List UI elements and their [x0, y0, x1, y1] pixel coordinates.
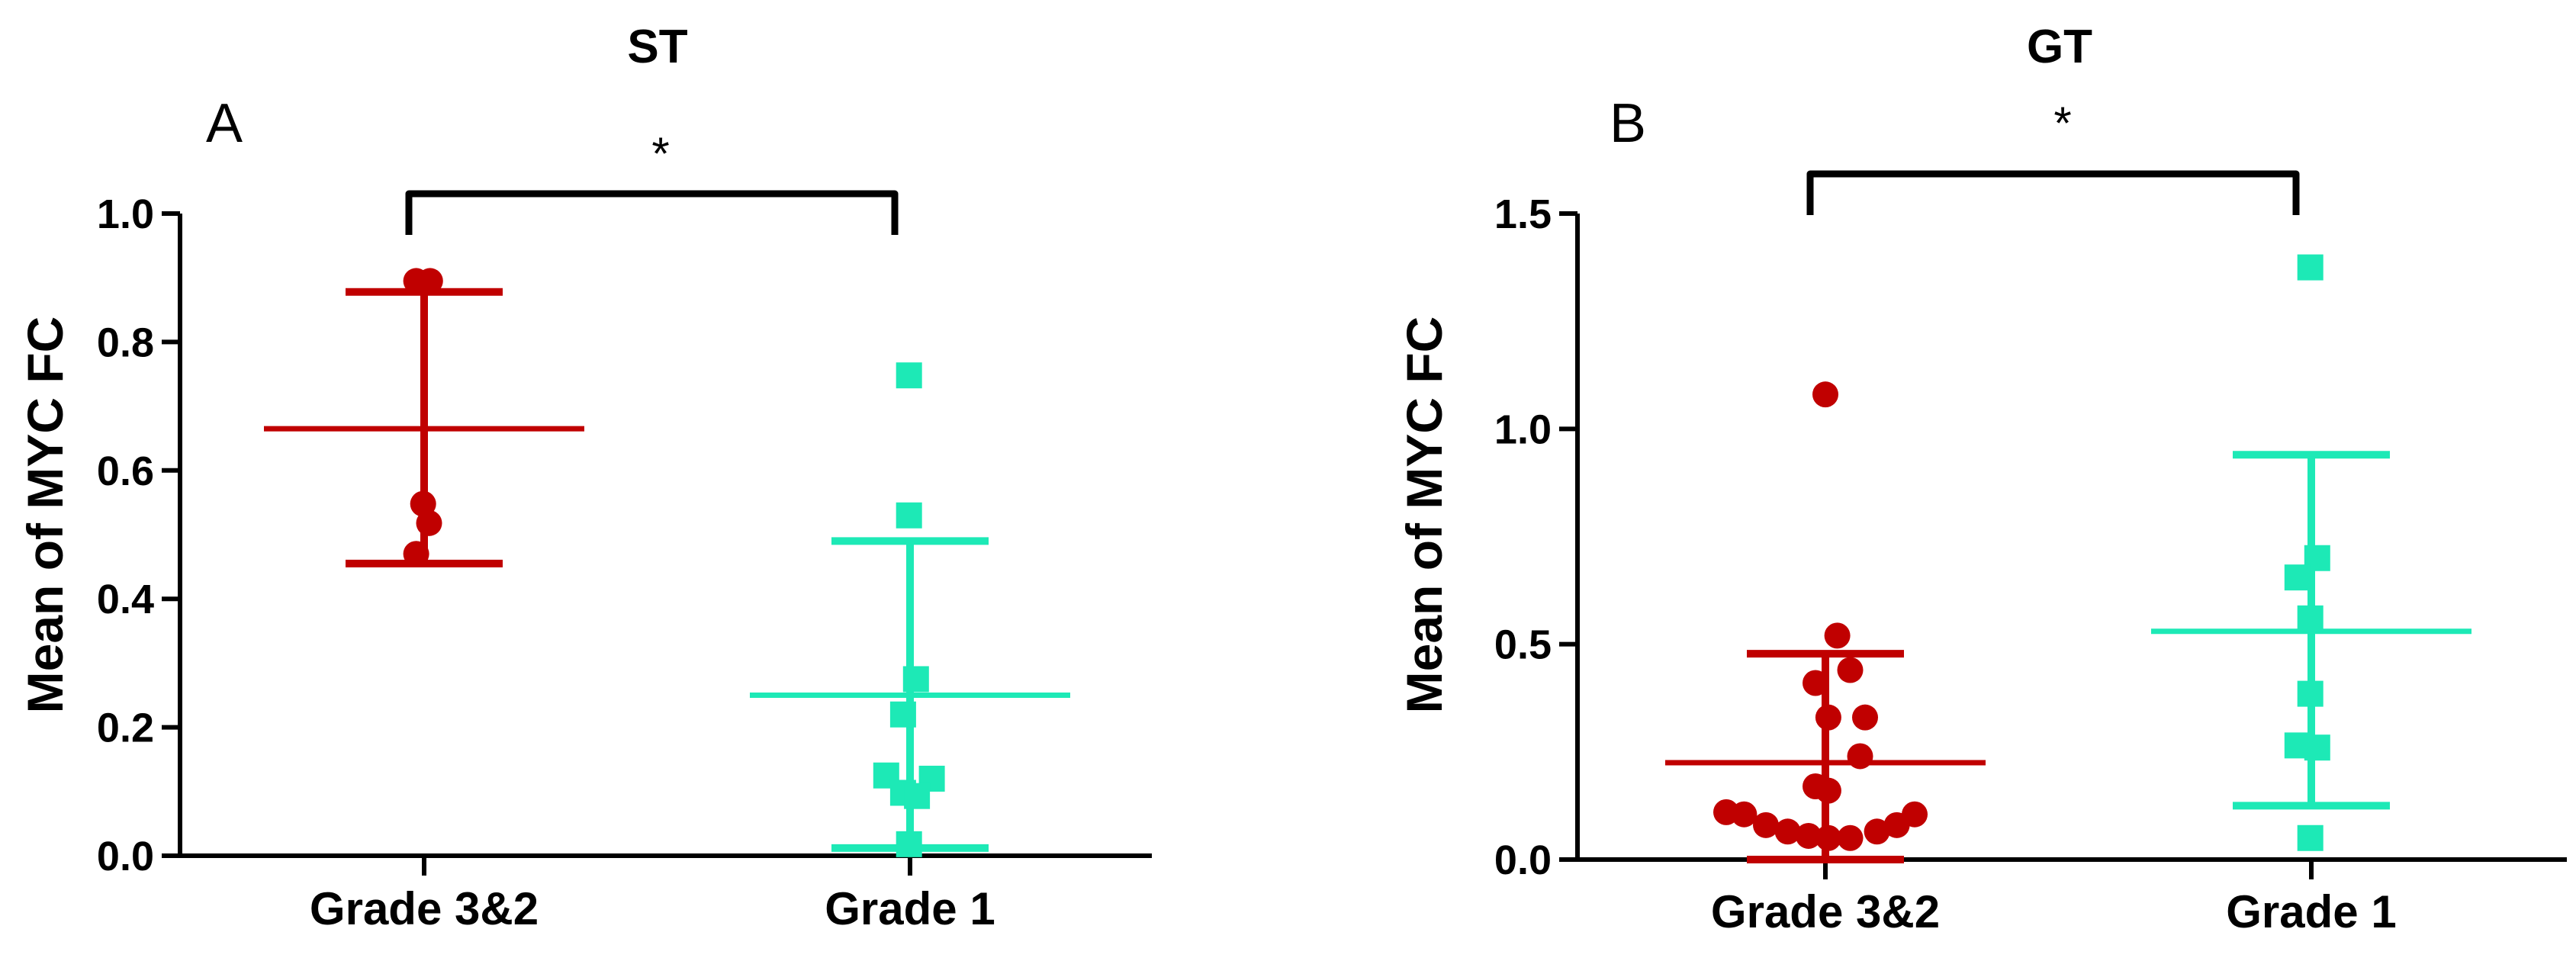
panel-b-y-tick-label: 1.5	[1494, 191, 1552, 237]
panel-b-grade-1-data-point	[2284, 564, 2311, 591]
panel-a-y-axis-label: Mean of MYC FC	[17, 317, 73, 714]
panel-a-grade-1-data-point	[896, 831, 922, 857]
panel-b-grade-1-data-point	[2297, 605, 2324, 632]
panel-a-y-tick-label: 0.6	[97, 448, 154, 494]
panel-a-significance-bracket	[405, 190, 899, 235]
panel-b-grade-3-2-data-point	[1847, 743, 1873, 770]
panel-a-letter: A	[206, 93, 243, 154]
panel-a-grade-1-data-point	[902, 666, 929, 693]
panel-a-grade-1-data-point	[896, 362, 922, 389]
panel-b-grade-3-2-data-point	[1883, 812, 1910, 838]
panel-b-grade-3-2-data-point	[1837, 657, 1864, 683]
panel-b: GT B Mean of MYC FC * Grade 3&2 Grade 1 …	[1396, 21, 2567, 937]
panel-a-y-tick-label: 0.8	[97, 320, 154, 365]
panel-b-grade-3-2-data-point	[1815, 704, 1841, 731]
panel-b-grade-1-data-point	[2297, 254, 2324, 281]
panel-a-significance-star: *	[651, 128, 669, 179]
panel-b-grade-3-2-data-point	[1815, 824, 1841, 851]
panel-b-y-tick-label: 0.5	[1494, 622, 1552, 668]
panel-b-y-tick-label: 0.0	[1494, 837, 1552, 883]
panel-a-grade-3-2-data-point	[416, 268, 443, 294]
panel-b-title: GT	[2027, 21, 2092, 73]
panel-a-title: ST	[627, 21, 687, 73]
panel-b-grade-3-2-data-point	[1852, 704, 1878, 731]
panel-a-grade-1-data-point	[896, 502, 922, 529]
panel-a-grade-1-data-point	[889, 701, 916, 728]
panel-b-category-label-2: Grade 1	[2226, 886, 2396, 937]
panel-b-grade-3-2-data-point	[1774, 818, 1801, 845]
panel-b-significance-bracket	[1806, 170, 2300, 215]
panel-a-category-label-1: Grade 3&2	[310, 883, 539, 934]
panel-b-letter: B	[1610, 93, 1646, 154]
panel-a-grade-3-2-data-point	[403, 541, 429, 567]
panel-a-y-tick-label: 0.0	[97, 834, 154, 879]
panel-b-y-axis-label: Mean of MYC FC	[1396, 317, 1452, 714]
panel-b-grade-3-2-data-point	[1864, 818, 1890, 845]
panel-b-grade-3-2-data-point	[1815, 777, 1841, 804]
panel-b-grade-1-data-point	[2304, 734, 2330, 761]
panel-a-grade-1-data-point	[904, 783, 931, 809]
panel-a-category-label-2: Grade 1	[825, 883, 995, 934]
panel-a: ST A Mean of MYC FC * Grade 3&2 Grade 1 …	[17, 21, 1152, 934]
panel-b-grade-3-2-data-point	[1812, 381, 1838, 408]
panel-b-grade-3-2-data-point	[1795, 822, 1822, 849]
panel-b-y-tick-label: 1.0	[1494, 407, 1552, 452]
panel-b-grade-1-data-point	[2297, 824, 2324, 851]
panel-b-significance-star: *	[2053, 98, 2071, 149]
panel-b-grade-3-2-data-point	[1837, 824, 1864, 851]
panel-b-grade-3-2-data-point	[1824, 622, 1851, 649]
panel-a-y-tick-label: 0.2	[97, 705, 154, 751]
panel-b-grade-3-2-data-point	[1753, 812, 1779, 838]
panel-b-grade-1-data-point	[2297, 680, 2324, 707]
panel-a-y-tick-label: 0.4	[97, 577, 154, 622]
panel-b-grade-3-2-data-point	[1731, 801, 1758, 828]
panel-a-y-tick-label: 1.0	[97, 191, 154, 237]
panel-b-grade-3-2-data-point	[1803, 670, 1828, 696]
panel-b-category-label-1: Grade 3&2	[1711, 886, 1940, 937]
panel-a-grade-3-2-data-point	[416, 509, 442, 536]
